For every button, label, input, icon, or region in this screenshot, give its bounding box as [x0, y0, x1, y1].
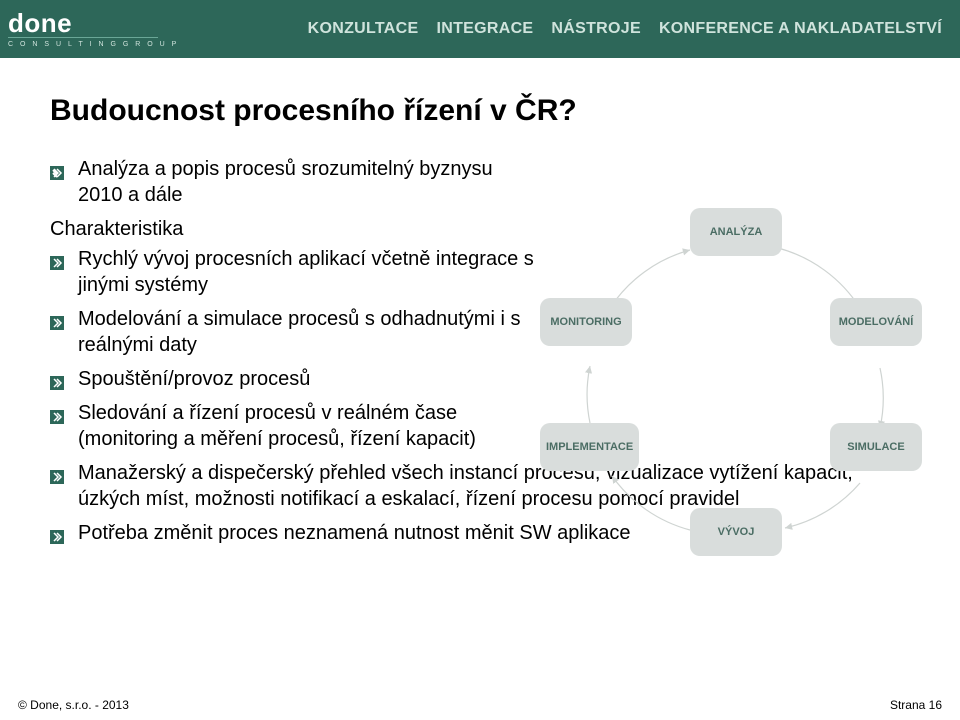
- bullet-item: Sledování a řízení procesů v reálném čas…: [50, 400, 540, 452]
- brand-word: done: [8, 10, 179, 36]
- top-nav: KONZULTACE INTEGRACE NÁSTROJE KONFERENCE…: [308, 20, 942, 38]
- nav-item: KONZULTACE: [308, 20, 419, 38]
- cycle-node: MONITORING: [540, 298, 632, 346]
- bullet-text: Spouštění/provoz procesů: [78, 366, 540, 392]
- bullet-item: Analýza a popis procesů srozumitelný byz…: [50, 156, 540, 208]
- cycle-diagram: ANALÝZA MODELOVÁNÍ SIMULACE VÝVOJ IMPLEMENTA…: [540, 208, 920, 568]
- top-header: done C O N S U L T I N G G R O U P KONZU…: [0, 0, 960, 58]
- cycle-node: SIMULACE: [830, 423, 922, 471]
- bullet-icon: [50, 405, 68, 421]
- cycle-node: VÝVOJ: [690, 508, 782, 556]
- nav-item: KONFERENCE A NAKLADATELSTVÍ: [659, 20, 942, 38]
- brand-sub: C O N S U L T I N G G R O U P: [8, 41, 179, 48]
- bullet-icon: [50, 465, 68, 481]
- bullet-item: Spouštění/provoz procesů: [50, 366, 540, 392]
- footer-left: © Done, s.r.o. - 2013: [18, 698, 129, 712]
- bullet-icon: [50, 525, 68, 541]
- slide-title: Budoucnost procesního řízení v ČR?: [50, 94, 910, 128]
- bullet-list: Analýza a popis procesů srozumitelný byz…: [50, 156, 540, 452]
- brand-logo: done C O N S U L T I N G G R O U P: [8, 10, 179, 48]
- bullet-icon: [50, 311, 68, 327]
- cycle-node: MODELOVÁNÍ: [830, 298, 922, 346]
- nav-item: INTEGRACE: [436, 20, 533, 38]
- cycle-node: ANALÝZA: [690, 208, 782, 256]
- bullet-text: Analýza a popis procesů srozumitelný byz…: [78, 156, 540, 208]
- cycle-node: IMPLEMENTACE: [540, 423, 639, 471]
- slide-footer: © Done, s.r.o. - 2013 Strana 16: [18, 698, 942, 712]
- bullet-icon: [50, 161, 68, 177]
- bullet-item: Modelování a simulace procesů s odhadnut…: [50, 306, 540, 358]
- brand-rule: [8, 37, 158, 38]
- slide-content: Budoucnost procesního řízení v ČR? Analý…: [0, 58, 960, 546]
- footer-page: Strana 16: [890, 698, 942, 712]
- bullet-icon: [50, 251, 68, 267]
- bullet-icon: [50, 371, 68, 387]
- bullet-text: Rychlý vývoj procesních aplikací včetně …: [78, 246, 540, 298]
- characteristic-label: Charakteristika: [50, 216, 540, 242]
- bullet-text: Sledování a řízení procesů v reálném čas…: [78, 400, 540, 452]
- bullet-item: Rychlý vývoj procesních aplikací včetně …: [50, 246, 540, 298]
- bullet-text: Modelování a simulace procesů s odhadnut…: [78, 306, 540, 358]
- nav-item: NÁSTROJE: [551, 20, 641, 38]
